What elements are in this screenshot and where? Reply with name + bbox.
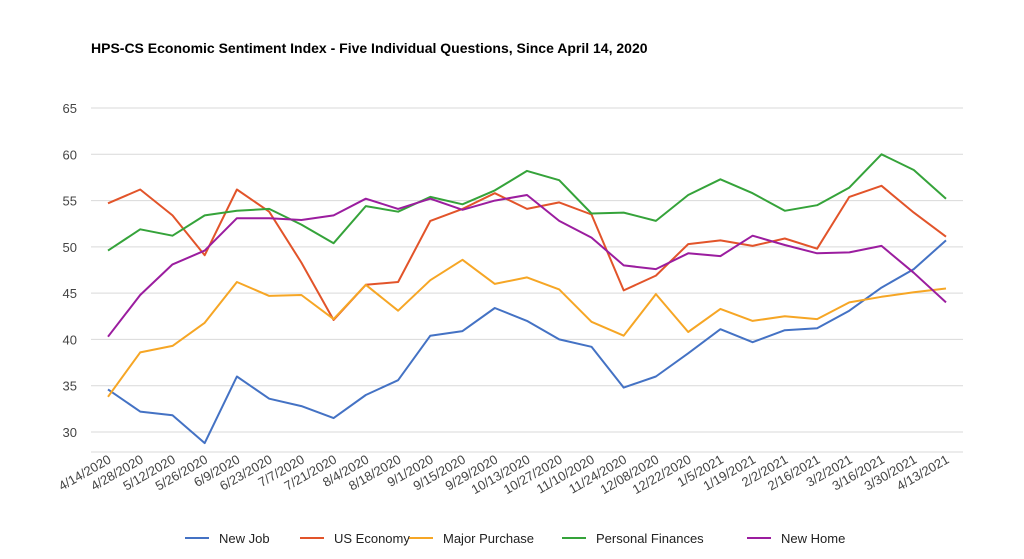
legend-item[interactable]: Major Purchase [409, 526, 534, 550]
legend-swatch [300, 537, 324, 539]
legend-label: New Home [781, 530, 846, 546]
legend-swatch [409, 537, 433, 539]
gridlines [91, 107, 963, 453]
series-line-new-home [107, 194, 947, 338]
y-axis-ticks: 30 35 40 45 50 55 60 65 [63, 101, 77, 440]
y-tick-label: 50 [63, 240, 77, 255]
y-tick-label: 60 [63, 147, 77, 162]
legend-item[interactable]: US Economy [300, 526, 410, 550]
y-tick-label: 55 [63, 194, 77, 209]
chart-legend: New Job US Economy Major Purchase Personal … [0, 526, 1024, 550]
legend-label: Major Purchase [443, 530, 535, 546]
series-line-new-job [107, 239, 947, 445]
legend-swatch [185, 537, 209, 539]
legend-label: New Job [219, 530, 270, 546]
chart-title: HPS-CS Economic Sentiment Index - Five I… [91, 40, 648, 56]
y-tick-label: 45 [63, 286, 77, 301]
legend-item[interactable]: New Home [747, 526, 845, 550]
y-tick-label: 30 [63, 425, 77, 440]
y-tick-label: 35 [63, 379, 77, 394]
line-chart: 30 35 40 45 50 55 60 65 4/14/20204/28/20205/12/… [56, 101, 963, 498]
legend-swatch [562, 537, 586, 539]
legend-swatch [747, 537, 771, 539]
series-line-us-economy [107, 184, 947, 321]
series-lines [107, 153, 947, 445]
series-line-personal-finances [107, 153, 947, 252]
series-line-major-purchase [107, 258, 947, 398]
legend-item[interactable]: New Job [185, 526, 270, 550]
legend-label: US Economy [334, 530, 410, 546]
legend-label: Personal Finances [596, 530, 704, 546]
x-axis-ticks: 4/14/20204/28/20205/12/20205/26/20206/9/… [56, 452, 952, 498]
legend-item[interactable]: Personal Finances [562, 526, 704, 550]
y-tick-label: 65 [63, 101, 77, 116]
y-tick-label: 40 [63, 332, 77, 347]
